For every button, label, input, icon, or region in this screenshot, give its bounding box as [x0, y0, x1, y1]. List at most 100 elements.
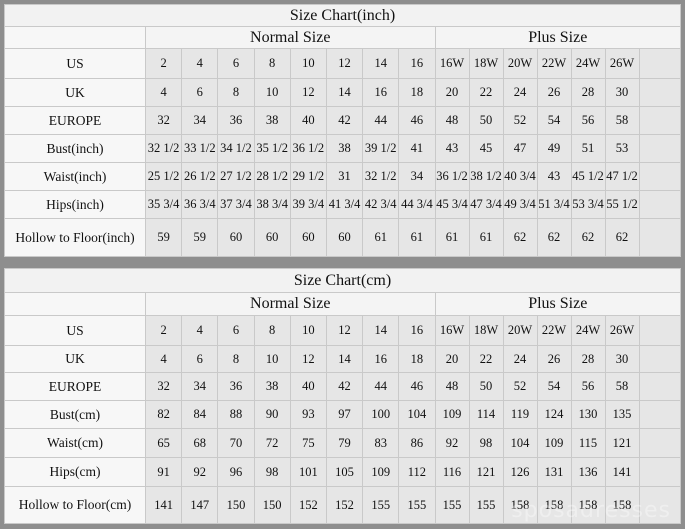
size-value-cell: 51 3/4 — [536, 190, 572, 219]
size-value-cell: 42 3/4 — [362, 190, 400, 219]
table-row: Bust(cm) 82 84 88 90 93 97 100 104 109 114 119 124 13… — [4, 400, 681, 429]
table-row: Bust(inch) 32 1/2 33 1/2 34 1/2 35 1/2 36 1/2… — [4, 134, 681, 163]
size-value-cell: 131 — [536, 457, 572, 487]
size-value-cell: 10 — [253, 345, 291, 373]
size-value-cell: 65 — [144, 428, 183, 458]
size-value-cell: 158 — [604, 486, 640, 524]
size-value-cell: 24W — [570, 315, 606, 346]
size-value-cell: 93 — [289, 400, 327, 429]
size-value-cell: 38 1/2 — [468, 162, 504, 191]
size-value-cell: 61 — [398, 218, 436, 257]
size-value-cell: 32 1/2 — [144, 134, 183, 163]
size-value-cell: 38 — [253, 106, 291, 135]
size-value-cell: 60 — [289, 218, 327, 257]
size-value-cell: 61 — [468, 218, 504, 257]
size-value-cell: 52 — [502, 106, 538, 135]
size-value-cell: 90 — [253, 400, 291, 429]
size-value-cell: 158 — [570, 486, 606, 524]
table-row: EUROPE 32 34 36 38 40 42 44 46 48 50 52 54 56 58 — [4, 372, 681, 401]
size-value-cell: 26W — [604, 315, 640, 346]
size-value-cell: 10 — [289, 315, 327, 346]
size-value-cell: 20 — [434, 345, 470, 373]
table-row: EUROPE 32 34 36 38 40 42 44 46 48 50 52 54 56 58 — [4, 106, 681, 135]
row-label: Hips(cm) — [4, 457, 146, 487]
size-value-cell: 29 1/2 — [289, 162, 327, 191]
size-value-cell: 97 — [325, 400, 364, 429]
size-value-cell: 39 3/4 — [289, 190, 327, 219]
plus-size-header: Plus Size — [434, 292, 681, 316]
size-value-cell: 62 — [570, 218, 606, 257]
size-value-cell: 50 — [468, 106, 504, 135]
size-value-cell: 4 — [181, 315, 219, 346]
empty-header-cell — [4, 26, 146, 49]
size-value-cell: 28 — [570, 345, 606, 373]
size-value-cell: 158 — [502, 486, 538, 524]
size-value-cell: 152 — [325, 486, 364, 524]
size-value-cell: 59 — [144, 218, 183, 257]
table-row: US 2 4 6 8 10 12 14 16 16W 18W 20W 22W 24W 26W — [4, 48, 681, 79]
size-value-cell: 112 — [398, 457, 436, 487]
size-value-cell: 48 — [434, 372, 470, 401]
size-value-cell: 27 1/2 — [217, 162, 255, 191]
size-value-cell: 41 3/4 — [325, 190, 364, 219]
size-value-cell: 40 3/4 — [502, 162, 538, 191]
empty-cell — [638, 486, 681, 524]
size-value-cell: 126 — [502, 457, 538, 487]
size-value-cell: 16 — [362, 345, 400, 373]
size-value-cell: 62 — [536, 218, 572, 257]
row-label: Waist(cm) — [4, 428, 146, 458]
size-value-cell: 60 — [217, 218, 255, 257]
size-value-cell: 61 — [434, 218, 470, 257]
size-value-cell: 33 1/2 — [181, 134, 219, 163]
size-value-cell: 6 — [217, 315, 255, 346]
size-value-cell: 98 — [253, 457, 291, 487]
size-value-cell: 68 — [181, 428, 219, 458]
size-value-cell: 43 — [536, 162, 572, 191]
size-value-cell: 136 — [570, 457, 606, 487]
row-label: Waist(inch) — [4, 162, 146, 191]
size-value-cell: 56 — [570, 106, 606, 135]
size-value-cell: 8 — [217, 78, 255, 107]
size-value-cell: 35 3/4 — [144, 190, 183, 219]
size-value-cell: 36 1/2 — [289, 134, 327, 163]
size-value-cell: 54 — [536, 106, 572, 135]
size-value-cell: 51 — [570, 134, 606, 163]
row-label: Bust(cm) — [4, 400, 146, 429]
size-chart-cm: Size Chart(cm) Normal Size Plus Size US 2 4 6 8… — [4, 268, 681, 524]
size-value-cell: 39 1/2 — [362, 134, 400, 163]
size-value-cell: 141 — [144, 486, 183, 524]
size-value-cell: 109 — [434, 400, 470, 429]
size-value-cell: 121 — [604, 428, 640, 458]
size-value-cell: 104 — [398, 400, 436, 429]
normal-size-header: Normal Size — [145, 292, 436, 316]
size-value-cell: 62 — [502, 218, 538, 257]
table-row: UK 4 6 8 10 12 14 16 18 20 22 24 26 28 30 — [4, 78, 681, 107]
size-value-cell: 44 — [362, 106, 400, 135]
size-value-cell: 22W — [536, 48, 572, 79]
size-value-cell: 141 — [604, 457, 640, 487]
size-value-cell: 54 — [536, 372, 572, 401]
size-value-cell: 35 1/2 — [253, 134, 291, 163]
size-value-cell: 24 — [502, 345, 538, 373]
size-value-cell: 58 — [604, 106, 640, 135]
size-value-cell: 75 — [289, 428, 327, 458]
size-value-cell: 155 — [362, 486, 400, 524]
size-value-cell: 124 — [536, 400, 572, 429]
size-value-cell: 114 — [468, 400, 504, 429]
size-value-cell: 36 — [217, 372, 255, 401]
size-value-cell: 31 — [325, 162, 364, 191]
size-value-cell: 105 — [325, 457, 364, 487]
table-row: Hips(cm) 91 92 96 98 101 105 109 112 116 121 126 131… — [4, 457, 681, 487]
size-value-cell: 34 1/2 — [217, 134, 255, 163]
size-value-cell: 52 — [502, 372, 538, 401]
size-value-cell: 82 — [144, 400, 183, 429]
size-value-cell: 32 — [144, 106, 183, 135]
size-value-cell: 4 — [144, 78, 183, 107]
size-value-cell: 32 — [144, 372, 183, 401]
size-value-cell: 92 — [181, 457, 219, 487]
size-value-cell: 61 — [362, 218, 400, 257]
empty-cell — [638, 315, 681, 346]
size-value-cell: 147 — [181, 486, 219, 524]
size-value-cell: 96 — [217, 457, 255, 487]
size-chart-inch: Size Chart(inch) Normal Size Plus Size US 2 4… — [4, 4, 681, 257]
